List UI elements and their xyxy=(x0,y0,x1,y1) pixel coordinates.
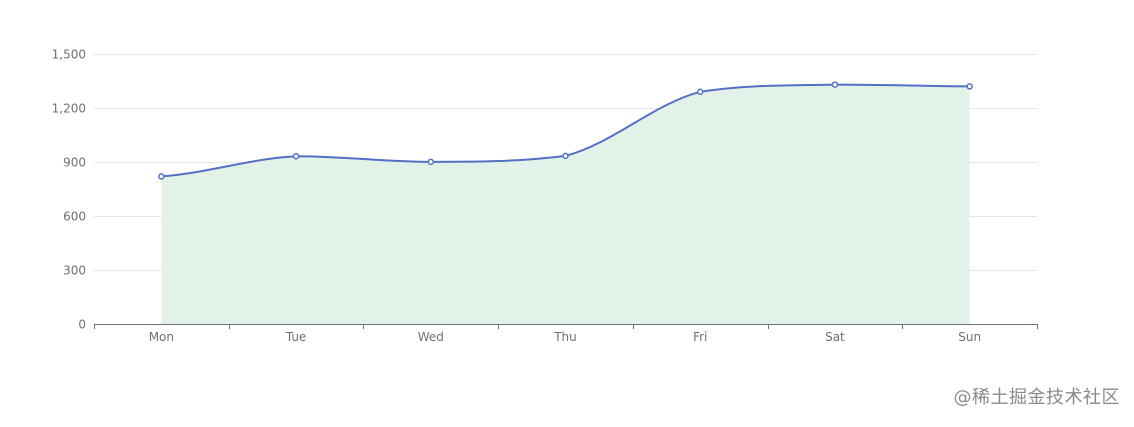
x-tick-label: Fri xyxy=(693,330,707,344)
x-tick-label: Sun xyxy=(958,330,981,344)
x-tick-label: Tue xyxy=(285,330,307,344)
data-point[interactable] xyxy=(562,152,569,160)
x-tick-label: Wed xyxy=(418,330,444,344)
axis-layer: 0 300 600 900 1,200 1,500 Mon Tue Wed Thu Fri Sat Su… xyxy=(52,48,1038,344)
x-tick-label: Thu xyxy=(553,330,577,344)
y-tick-label: 1,500 xyxy=(52,48,86,62)
y-tick-label: 600 xyxy=(63,210,86,224)
data-point[interactable] xyxy=(696,88,704,96)
x-tick-label: Mon xyxy=(149,330,174,344)
data-point[interactable] xyxy=(831,81,839,88)
watermark-text: @稀土掘金技术社区 xyxy=(953,387,1120,408)
data-point[interactable] xyxy=(158,173,165,180)
data-point[interactable] xyxy=(966,83,973,90)
area-fill-layer xyxy=(161,84,970,324)
y-tick-label: 300 xyxy=(63,264,86,278)
y-tick-label: 900 xyxy=(63,156,86,170)
area-fill xyxy=(161,84,970,324)
data-points-layer xyxy=(158,81,973,180)
y-tick-label: 0 xyxy=(78,318,86,332)
data-point[interactable] xyxy=(427,158,435,166)
x-tick-label: Sat xyxy=(825,330,845,344)
data-point[interactable] xyxy=(292,152,300,160)
y-tick-label: 1,200 xyxy=(52,102,86,116)
